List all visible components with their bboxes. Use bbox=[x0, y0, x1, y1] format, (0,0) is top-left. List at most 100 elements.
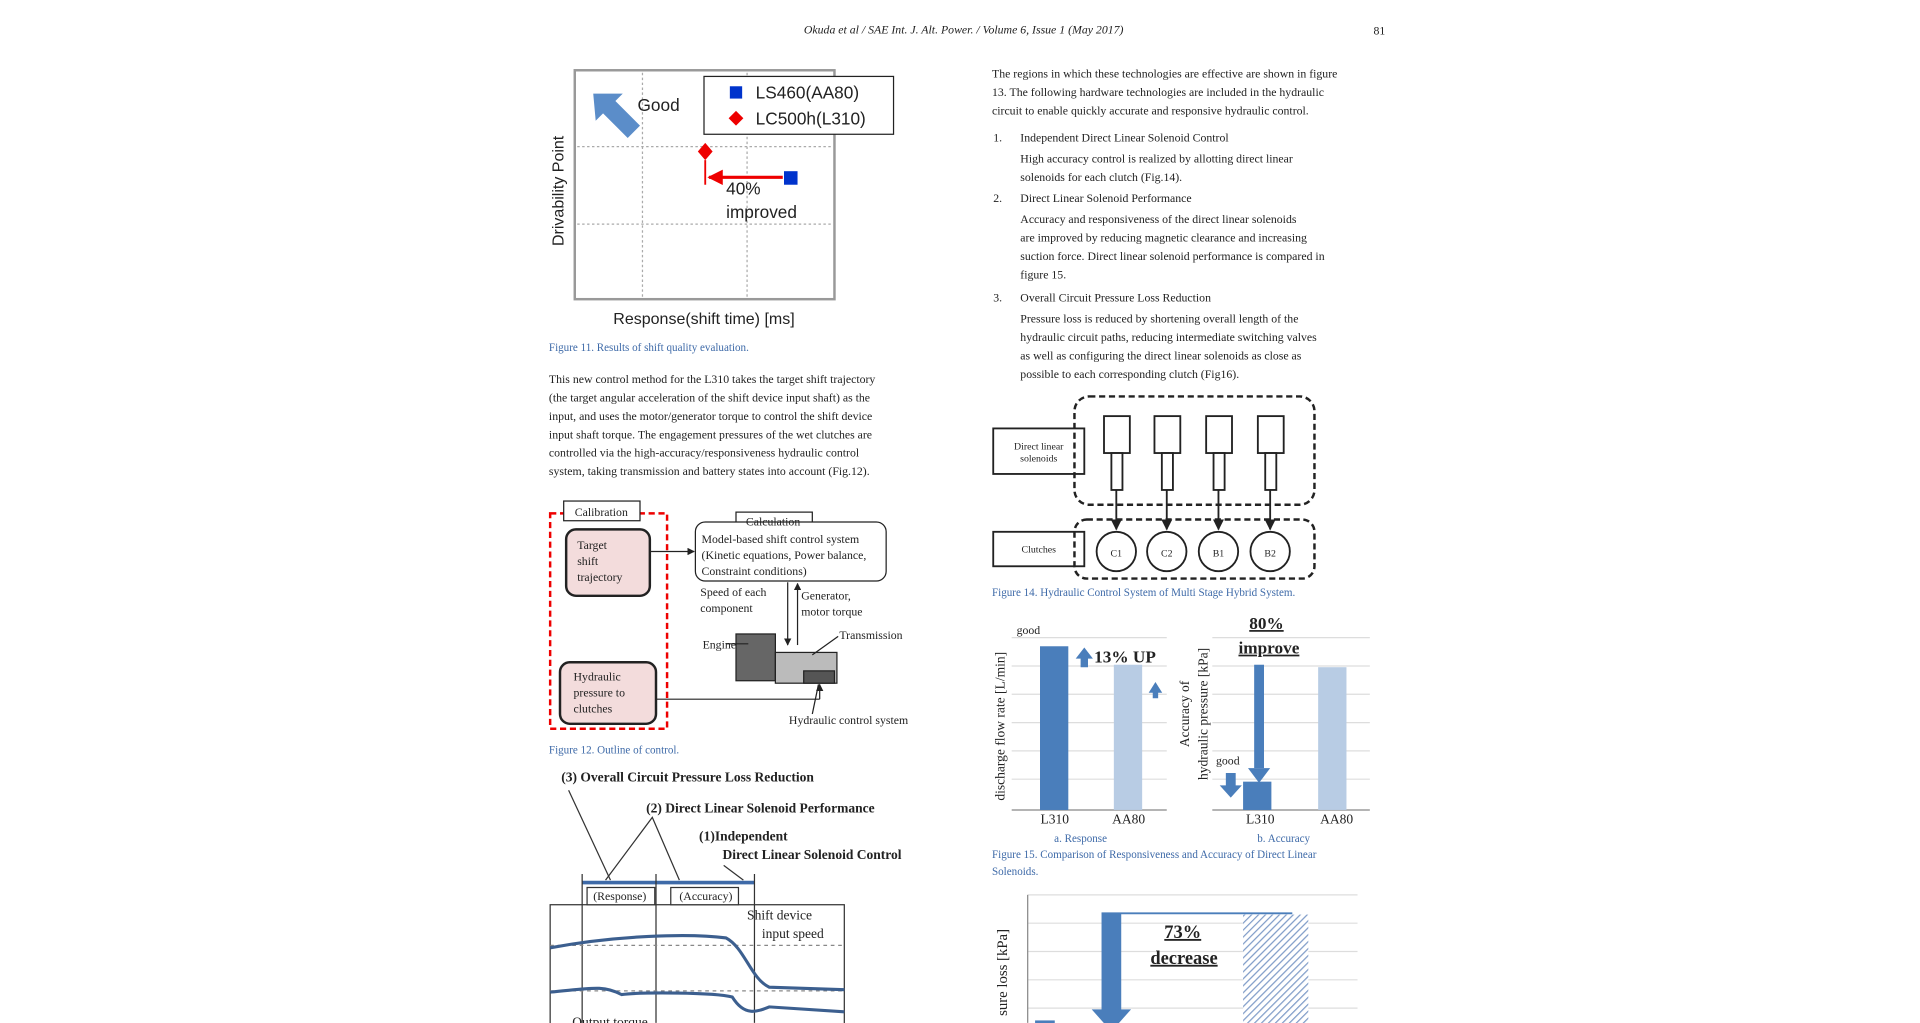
list-title: Direct Linear Solenoid Performance bbox=[1020, 191, 1191, 205]
figure-13-labels-text: (1)Independent bbox=[699, 829, 788, 845]
figure-11-text: LS460(AA80) bbox=[756, 83, 859, 103]
figure-15-rect bbox=[1113, 664, 1143, 810]
figure-11-g bbox=[577, 72, 832, 297]
list-line: are improved by reducing magnetic cleara… bbox=[1020, 230, 1307, 244]
list-line: figure 15. bbox=[1020, 267, 1066, 281]
figure-12 bbox=[548, 500, 887, 730]
figure-12-rect bbox=[563, 500, 641, 522]
figure-15-text: 80% bbox=[1249, 614, 1283, 633]
figure-15-text: good bbox=[1216, 753, 1240, 767]
figure-15-path bbox=[1219, 773, 1242, 798]
hydraulic-label: pressure to bbox=[574, 686, 626, 700]
figure-13-labels-text: (Response) bbox=[593, 889, 646, 903]
figure-16-path bbox=[1091, 1009, 1132, 1023]
clutch-label: C2 bbox=[1161, 548, 1173, 559]
speed-label: component bbox=[700, 601, 753, 615]
paragraph-line: This new control method for the L310 tak… bbox=[549, 372, 875, 386]
paragraph-line: The regions in which these technologies … bbox=[992, 67, 1337, 81]
figure-11-text: Drivability Point bbox=[551, 135, 568, 246]
clutch bbox=[1249, 530, 1291, 573]
figure-15-text: Solenoids. bbox=[992, 866, 1039, 878]
figure-15-text: discharge flow rate [L/min] bbox=[992, 652, 1007, 801]
solenoid bbox=[1103, 415, 1131, 454]
figure-16: 73% decrease sure loss [kPa] bbox=[995, 894, 1358, 1023]
figure-14-rect bbox=[992, 427, 1086, 475]
paragraph-line: input, and uses the motor/generator torq… bbox=[549, 409, 872, 423]
figure-12-labels-text: Calculation bbox=[746, 515, 800, 529]
clutch-label: B1 bbox=[1213, 548, 1225, 559]
figure-14-labels-text: Figure 14. Hydraulic Control System of M… bbox=[992, 587, 1296, 599]
figure-11-text: Response(shift time) [ms] bbox=[613, 311, 794, 328]
solenoid-group: C1 C2 B1 B2 bbox=[1095, 415, 1291, 573]
list-line: High accuracy control is realized by all… bbox=[1020, 152, 1293, 166]
paragraph-line: (the target angular acceleration of the … bbox=[549, 390, 870, 404]
figure-15-path bbox=[1248, 768, 1271, 783]
figure-12-rect bbox=[735, 633, 776, 682]
figure-13-labels-text: Shift device bbox=[747, 907, 812, 922]
figure-11-path bbox=[593, 93, 640, 138]
clutch-label: C1 bbox=[1111, 548, 1123, 559]
figure-11-text: 40% bbox=[726, 179, 760, 199]
figure-15-rect bbox=[1243, 781, 1272, 810]
figure-15-rect bbox=[1318, 667, 1347, 810]
figure-11-path bbox=[697, 142, 713, 161]
paragraph-line: system, taking transmission and battery … bbox=[549, 464, 870, 478]
solenoid bbox=[1205, 415, 1233, 454]
hydraulic-label: clutches bbox=[574, 702, 613, 716]
figure-15-text: a. Response bbox=[1054, 833, 1107, 845]
clutch-label: B2 bbox=[1264, 548, 1276, 559]
figure-12-line bbox=[811, 635, 839, 656]
figure-15-path bbox=[1148, 681, 1163, 699]
figure-15-text: AA80 bbox=[1320, 812, 1353, 827]
figure-15-path bbox=[1075, 647, 1093, 668]
generator-label: motor torque bbox=[801, 605, 862, 619]
header-text: Okuda et al / SAE Int. J. Alt. Power. / … bbox=[804, 22, 1124, 36]
figure-12-rect bbox=[558, 661, 658, 726]
figure-12-rect bbox=[803, 670, 836, 684]
figure-13-polyline bbox=[723, 864, 744, 881]
figure-13-labels-text: Output torque bbox=[572, 1015, 647, 1023]
figure-12-labels-text: Figure 12. Outline of control. bbox=[549, 744, 680, 756]
figure-12-rect bbox=[694, 521, 887, 582]
figure-12-rect bbox=[564, 528, 652, 598]
model-label: (Kinetic equations, Power balance, bbox=[702, 548, 867, 562]
figure-13-labels: (3) Overall Circuit Pressure Loss Reduct… bbox=[561, 770, 902, 1023]
target-label: trajectory bbox=[577, 570, 622, 584]
figure-11-text: Figure 11. Results of shift quality eval… bbox=[549, 342, 749, 354]
figure-11-rect bbox=[784, 171, 798, 185]
figure-14-labels-text: Clutches bbox=[1022, 545, 1057, 556]
clutch bbox=[1146, 530, 1188, 573]
figure-16-rect bbox=[1243, 914, 1309, 1023]
solenoid-valve bbox=[1110, 452, 1124, 491]
list-line: as well as configuring the direct linear… bbox=[1020, 349, 1301, 363]
figure-15-text: hydraulic pressure [kPa] bbox=[1195, 648, 1210, 780]
figure-15-text: b. Accuracy bbox=[1257, 833, 1310, 845]
figure-14-rect bbox=[1073, 518, 1316, 580]
clutch bbox=[1197, 530, 1240, 573]
figure-13-labels-rect bbox=[670, 886, 740, 906]
figure-11-path bbox=[728, 110, 744, 126]
figure-13-path bbox=[549, 934, 845, 992]
generator-label: Generator, bbox=[801, 589, 851, 603]
header: Okuda et al / SAE Int. J. Alt. Power. / … bbox=[804, 22, 1386, 37]
figure-14-labels-text: Direct linear bbox=[1014, 441, 1064, 452]
list-line: hydraulic circuit paths, reducing interm… bbox=[1020, 330, 1317, 344]
figure-13 bbox=[549, 790, 845, 1023]
text-flow: Target shift trajectory Hydraulic pressure t… bbox=[549, 67, 1337, 716]
solenoid-valve bbox=[1212, 452, 1226, 491]
solenoid-valve bbox=[1160, 452, 1174, 491]
figure-12-labels-text: Engine bbox=[703, 638, 736, 652]
figure-16-text: decrease bbox=[1150, 948, 1217, 968]
figure-14-labels-text: solenoids bbox=[1020, 454, 1057, 465]
solenoid bbox=[1256, 415, 1285, 454]
figure-11: Good LS460(AA80) LC500h(L310) 40% improv… bbox=[549, 69, 895, 354]
figure-15-text: improve bbox=[1238, 639, 1299, 658]
figure-12-labels-text: Calibration bbox=[575, 505, 628, 519]
target-label: Target bbox=[577, 538, 607, 552]
figure-13-labels-text: Direct Linear Solenoid Control bbox=[722, 847, 901, 862]
figure-15-rect bbox=[1254, 664, 1264, 769]
figure-15: good 13% UP discharge flow rate [L/min] … bbox=[992, 614, 1370, 878]
figure-11-rect bbox=[729, 86, 743, 99]
figure-14-rect bbox=[992, 530, 1086, 568]
